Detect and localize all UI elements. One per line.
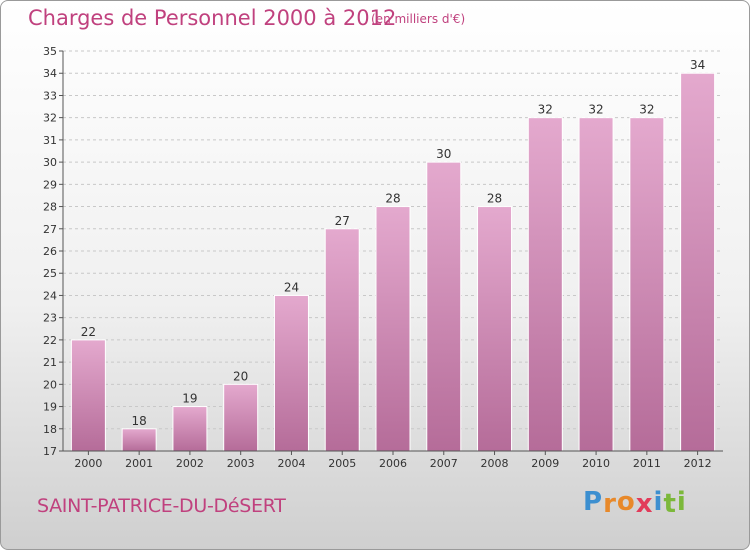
y-axis-ticks: 17 18 19 20 21 22 23 24 25 26 27 28 29 30 31 32 33 34 35 — [43, 45, 63, 458]
y-tick-label: 20 — [43, 378, 57, 391]
x-tick-label-2009: 2009 — [531, 457, 559, 470]
bar-2001 — [121, 428, 157, 452]
y-tick-label: 23 — [43, 312, 57, 325]
y-tick-label: 19 — [43, 401, 57, 414]
chart-title: Charges de Personnel 2000 à 2012 — [28, 6, 397, 30]
value-label-2002: 19 — [182, 392, 197, 406]
value-label-2000: 22 — [81, 325, 96, 339]
logo-letter: i — [653, 487, 664, 517]
x-tick-label-2006: 2006 — [379, 457, 407, 470]
x-tick-label-2003: 2003 — [227, 457, 255, 470]
y-tick-label: 33 — [43, 89, 57, 102]
commune-name: SAINT-PATRICE-DU-DéSERT — [37, 495, 286, 517]
bar-2005 — [324, 228, 360, 452]
logo-letter: P — [583, 487, 604, 517]
value-label-2006: 28 — [385, 192, 400, 206]
logo-letter: r — [603, 489, 617, 519]
y-tick-label: 27 — [43, 223, 57, 236]
x-tick-label-2011: 2011 — [633, 457, 661, 470]
y-tick-label: 29 — [43, 178, 57, 191]
proxiti-logo[interactable]: Proxiti — [583, 487, 687, 519]
value-label-2004: 24 — [284, 280, 299, 294]
bar-2004 — [273, 294, 309, 452]
bar-2007 — [426, 161, 462, 452]
value-label-2011: 32 — [639, 103, 654, 117]
x-tick-label-2000: 2000 — [74, 457, 102, 470]
value-label-2001: 18 — [132, 414, 147, 428]
value-label-2010: 32 — [588, 103, 603, 117]
y-tick-label: 17 — [43, 445, 57, 458]
x-axis-ticks: 2000 2001 2002 2003 2004 2005 2006 2007 2008 2009… — [74, 451, 712, 470]
y-tick-label: 18 — [43, 423, 57, 436]
bar-2010 — [578, 117, 614, 452]
bar-2003 — [223, 383, 259, 452]
y-tick-label: 26 — [43, 245, 57, 258]
bar-2008 — [477, 206, 513, 452]
logo-letter: t — [663, 489, 677, 519]
unit-note: (en milliers d'€) — [371, 12, 466, 26]
x-tick-label-2005: 2005 — [328, 457, 356, 470]
bar-2002 — [172, 406, 208, 452]
x-tick-label-2001: 2001 — [125, 457, 153, 470]
value-label-2003: 20 — [233, 369, 248, 383]
value-labels: 22 18 19 20 24 27 28 30 28 32 32 32 34 — [81, 58, 706, 428]
logo-letter: x — [635, 489, 654, 519]
bar-2012 — [680, 72, 716, 452]
y-tick-label: 31 — [43, 134, 57, 147]
y-tick-label: 22 — [43, 334, 57, 347]
bar-2006 — [375, 206, 411, 452]
x-tick-label-2004: 2004 — [277, 457, 305, 470]
value-label-2008: 28 — [487, 192, 502, 206]
bar-2009 — [527, 117, 563, 452]
x-tick-label-2010: 2010 — [582, 457, 610, 470]
x-tick-label-2008: 2008 — [481, 457, 509, 470]
y-tick-label: 34 — [43, 67, 57, 80]
y-tick-label: 24 — [43, 289, 57, 302]
logo-letter: i — [676, 487, 687, 517]
bar-2011 — [629, 117, 665, 452]
bars — [70, 72, 716, 452]
y-tick-label: 35 — [43, 45, 57, 58]
x-tick-label-2007: 2007 — [430, 457, 458, 470]
y-tick-label: 25 — [43, 267, 57, 280]
y-tick-label: 28 — [43, 201, 57, 214]
value-label-2007: 30 — [436, 147, 451, 161]
value-label-2009: 32 — [538, 103, 553, 117]
y-tick-label: 32 — [43, 112, 57, 125]
x-tick-label-2002: 2002 — [176, 457, 204, 470]
value-label-2012: 34 — [690, 58, 705, 72]
logo-letter: o — [616, 487, 636, 517]
y-tick-label: 30 — [43, 156, 57, 169]
bar-2000 — [70, 339, 106, 452]
value-label-2005: 27 — [335, 214, 350, 228]
y-tick-label: 21 — [43, 356, 57, 369]
x-tick-label-2012: 2012 — [684, 457, 712, 470]
